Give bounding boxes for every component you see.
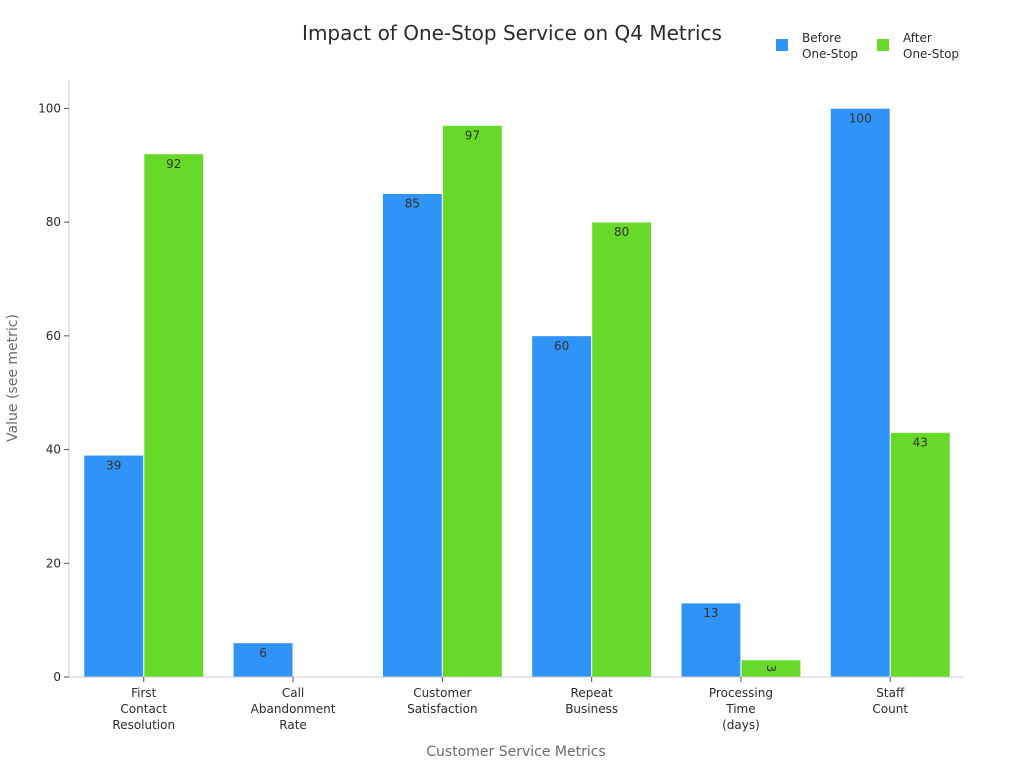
x-tick-label-line: First (131, 686, 157, 700)
x-axis: First Contact Resolution Call Abandonment Rat… (69, 676, 963, 732)
bar-value-label: 43 (913, 436, 928, 450)
bar-value-label: 3 (764, 665, 778, 673)
x-tick-label: Repeat Business (565, 686, 618, 716)
x-axis-title: Customer Service Metrics (426, 744, 605, 760)
y-tick-label: 20 (46, 556, 61, 570)
legend-label: Before One-Stop (802, 31, 858, 61)
y-axis: 0 20 40 60 80 100 (38, 80, 70, 684)
x-tick-label-line: Satisfaction (407, 702, 477, 716)
legend-swatch (776, 39, 788, 51)
bar-value-label: 92 (166, 157, 181, 171)
bar (890, 432, 951, 678)
x-tick-label: First Contact Resolution (112, 686, 175, 732)
bar (442, 125, 503, 678)
x-tick-label-line: Call (282, 686, 304, 700)
x-tick-label: Call Abandonment Rate (251, 686, 336, 732)
bar-value-label: 80 (614, 225, 629, 239)
x-tick-label-line: Processing (709, 686, 773, 700)
x-tick-label-line: Abandonment (251, 702, 336, 716)
legend: Before One-Stop After One-Stop (776, 31, 959, 61)
legend-label-line: One-Stop (802, 47, 858, 61)
x-tick-label-line: (days) (722, 718, 760, 732)
legend-label-line: After (903, 31, 932, 45)
bars-group: 39 92 6 85 97 60 80 13 3 100 43 (83, 108, 951, 678)
y-tick-label: 60 (46, 329, 61, 343)
y-tick-label: 0 (53, 670, 61, 684)
legend-swatch (877, 39, 889, 51)
bar (143, 153, 204, 678)
bar-value-label: 13 (703, 606, 718, 620)
legend-label: After One-Stop (903, 31, 959, 61)
bar (680, 602, 742, 678)
bar-value-label: 100 (849, 111, 872, 125)
x-tick-label-line: Repeat (571, 686, 614, 700)
bar-value-label: 97 (465, 128, 480, 142)
y-axis-title: Value (see metric) (5, 314, 21, 442)
x-tick-label-line: Contact (120, 702, 167, 716)
x-tick-label: Customer Satisfaction (407, 686, 477, 716)
bar (830, 108, 891, 678)
x-tick-label-line: Staff (876, 686, 905, 700)
bar-value-label: 6 (259, 646, 267, 660)
x-tick-label-line: Resolution (112, 718, 175, 732)
x-tick-label-line: Customer (413, 686, 471, 700)
x-tick-label-line: Time (725, 702, 755, 716)
y-tick-label: 80 (46, 215, 61, 229)
x-tick-label: Staff Count (872, 686, 908, 716)
bar (382, 193, 443, 678)
y-tick-label: 40 (46, 443, 61, 457)
bar-value-label: 60 (554, 339, 569, 353)
legend-label-line: Before (802, 31, 841, 45)
legend-label-line: One-Stop (903, 47, 959, 61)
bar-value-label: 85 (405, 197, 420, 211)
bar-value-label: 39 (106, 458, 121, 472)
x-tick-label-line: Business (565, 702, 618, 716)
bar (531, 335, 592, 678)
x-tick-label-line: Rate (279, 718, 307, 732)
bar (83, 454, 144, 678)
x-tick-label-line: Count (872, 702, 908, 716)
y-tick-label: 100 (38, 101, 61, 115)
bar (591, 221, 652, 678)
x-tick-label: Processing Time (days) (709, 686, 773, 732)
chart-title: Impact of One-Stop Service on Q4 Metrics (302, 21, 722, 45)
